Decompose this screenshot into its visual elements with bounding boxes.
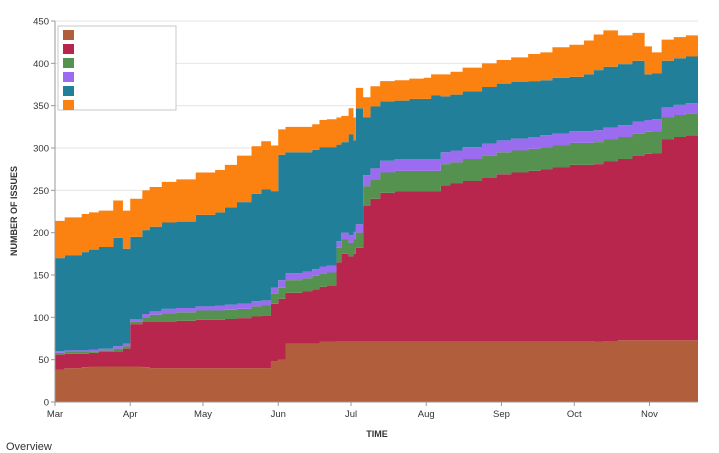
y-tick-label: 450: [33, 17, 49, 28]
area-series-4[interactable]: [55, 100, 698, 353]
x-tick-label: Aug: [418, 409, 435, 420]
overview-label: Overview: [6, 441, 52, 453]
y-tick-label: 0: [44, 398, 49, 409]
area-series-6[interactable]: [55, 30, 698, 259]
x-tick-label: Nov: [641, 409, 658, 420]
y-tick-label: 300: [33, 144, 49, 155]
legend-box: [57, 25, 177, 111]
y-tick-label: 50: [38, 355, 49, 366]
y-tick-label: 350: [33, 101, 49, 112]
legend-swatch-1[interactable]: [63, 30, 74, 40]
legend-swatch-3[interactable]: [63, 58, 74, 68]
x-tick-label: May: [194, 409, 212, 420]
y-tick-label: 250: [33, 186, 49, 197]
x-tick-label: Apr: [123, 409, 138, 420]
axes: [51, 20, 698, 406]
x-tick-label: Mar: [47, 409, 63, 420]
area-series-3[interactable]: [55, 110, 698, 355]
y-tick-label: 150: [33, 271, 49, 282]
x-tick-label: Jul: [345, 409, 357, 420]
legend-swatch-5[interactable]: [63, 86, 74, 96]
area-series-2[interactable]: [55, 132, 698, 370]
legend-swatch-6[interactable]: [63, 100, 74, 110]
x-tick-label: Jun: [271, 409, 286, 420]
y-axis-title: NUMBER OF ISSUES: [9, 166, 19, 256]
area-series-5[interactable]: [55, 54, 698, 352]
y-tick-label: 400: [33, 59, 49, 70]
area-series-1[interactable]: [55, 340, 698, 402]
legend-swatch-2[interactable]: [63, 44, 74, 54]
x-tick-label: Sep: [493, 409, 510, 420]
legend-items: [63, 30, 74, 110]
area-series: [55, 30, 698, 402]
legend[interactable]: [57, 25, 177, 111]
x-axis-title: TIME: [366, 429, 388, 439]
y-tick-label: 100: [33, 313, 49, 324]
x-tick-label: Oct: [567, 409, 582, 420]
y-tick-label: 200: [33, 228, 49, 239]
tick-labels: 0 50 100 150 200 250 300 350 400 450 Mar Apr May Jun J…: [33, 17, 658, 421]
legend-swatch-4[interactable]: [63, 72, 74, 82]
